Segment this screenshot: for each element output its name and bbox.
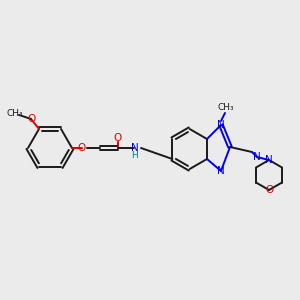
Text: O: O xyxy=(114,133,122,143)
Text: H: H xyxy=(132,151,138,160)
Text: CH₃: CH₃ xyxy=(7,110,23,118)
Text: N: N xyxy=(131,143,139,153)
Text: N: N xyxy=(253,152,261,162)
Text: N: N xyxy=(217,166,225,176)
Text: O: O xyxy=(78,143,86,153)
Text: O: O xyxy=(265,185,273,195)
Text: CH₃: CH₃ xyxy=(218,103,234,112)
Text: N: N xyxy=(217,120,225,130)
Text: N: N xyxy=(265,155,273,165)
Text: O: O xyxy=(27,114,35,124)
